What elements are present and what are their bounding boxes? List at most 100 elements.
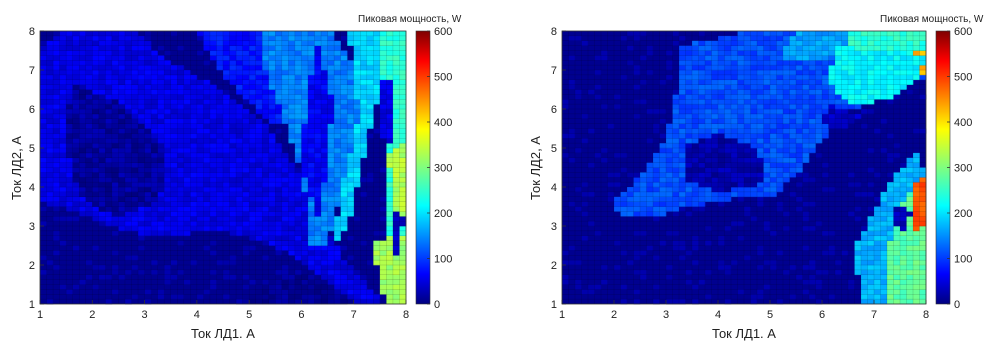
heatmap-cell [59,40,67,46]
heatmap-cell [627,206,634,212]
heatmap-cell [705,74,712,81]
heatmap-cell [867,299,875,305]
heatmap-cell [750,89,758,95]
heatmap-cell [236,89,243,95]
heatmap-cell [196,138,204,144]
heatmap-cell [255,196,263,202]
heatmap-cell [53,60,60,66]
heatmap-cell [379,167,387,173]
heatmap-cell [724,65,732,71]
heatmap-cell [763,143,771,149]
heatmap-cell [789,31,797,37]
heatmap-cell [242,226,250,232]
heatmap-cell [711,123,719,129]
heatmap-cell [59,55,67,61]
heatmap-cell [229,148,237,154]
heatmap-cell [118,45,126,51]
heatmap-cell [334,84,341,90]
heatmap-cell [653,216,660,222]
heatmap-cell [815,35,823,42]
heatmap-cell [887,187,894,193]
heatmap-cell [867,289,875,295]
heatmap-cell [268,40,276,46]
heatmap-cell [770,60,777,66]
heatmap-cell [601,50,608,56]
heatmap-cell [386,206,394,212]
heatmap-cell [242,211,250,217]
heatmap-cell [353,157,361,163]
heatmap-cell [757,245,764,251]
heatmap-cell [874,74,881,81]
heatmap-cell [294,55,302,61]
heatmap-cell [757,162,764,168]
heatmap-cell [275,50,283,56]
heatmap-cell [379,289,387,295]
heatmap-cell [887,196,894,202]
heatmap-cell [294,45,302,51]
heatmap-cell [66,143,73,149]
heatmap-cell [588,221,595,227]
heatmap-cell [105,162,113,168]
heatmap-cell [809,294,816,300]
heatmap-cell [705,99,712,105]
heatmap-cell [131,89,139,95]
heatmap-cell [327,206,335,212]
heatmap-cell [340,279,348,285]
heatmap-cell [183,279,191,285]
heatmap-cell [288,201,296,207]
heatmap-cell [262,138,270,144]
heatmap-cell [40,109,47,115]
heatmap-cell [242,216,250,222]
heatmap-cell [85,113,93,120]
heatmap-cell [170,187,178,193]
heatmap-cell [731,187,738,193]
heatmap-cell [281,35,289,42]
heatmap-cell [685,191,693,198]
heatmap-cell [815,269,823,276]
heatmap-cell [92,99,100,105]
heatmap-cell [268,284,276,290]
heatmap-cell [919,167,927,173]
heatmap-cell [672,240,680,246]
heatmap-cell [900,201,907,207]
heatmap-cell [789,191,797,198]
heatmap-cell [111,172,119,178]
heatmap-cell [275,74,283,81]
heatmap-cell [53,172,60,178]
heatmap-cell [307,226,315,232]
heatmap-cell [887,201,894,207]
heatmap-cell [399,113,407,120]
heatmap-cell [399,279,407,285]
heatmap-cell [711,143,719,149]
heatmap-cell [737,70,745,76]
heatmap-cell [46,50,54,56]
heatmap-cell [288,191,296,198]
heatmap-cell [288,99,296,105]
heatmap-cell [874,196,881,202]
heatmap-cell [887,269,894,276]
heatmap-cell [229,182,237,188]
heatmap-cell [229,152,237,159]
heatmap-cell [874,284,881,290]
heatmap-cell [627,260,634,266]
heatmap-cell [340,60,348,66]
heatmap-cell [98,123,106,129]
heatmap-cell [861,70,868,76]
heatmap-cell [809,113,816,120]
heatmap-cell [763,162,771,168]
heatmap-cell [347,172,355,178]
heatmap-cell [275,84,283,90]
heatmap-cell [783,45,790,51]
heatmap-cell [620,211,628,217]
heatmap-cell [190,221,198,227]
heatmap-cell [874,128,881,134]
heatmap-cell [249,99,256,105]
heatmap-cell [53,206,60,212]
heatmap-cell [776,250,784,256]
heatmap-cell [640,201,647,207]
heatmap-cell [893,250,901,256]
heatmap-cell [255,167,263,173]
heatmap-cell [783,157,790,163]
heatmap-cell [399,45,407,51]
heatmap-cell [828,79,836,85]
